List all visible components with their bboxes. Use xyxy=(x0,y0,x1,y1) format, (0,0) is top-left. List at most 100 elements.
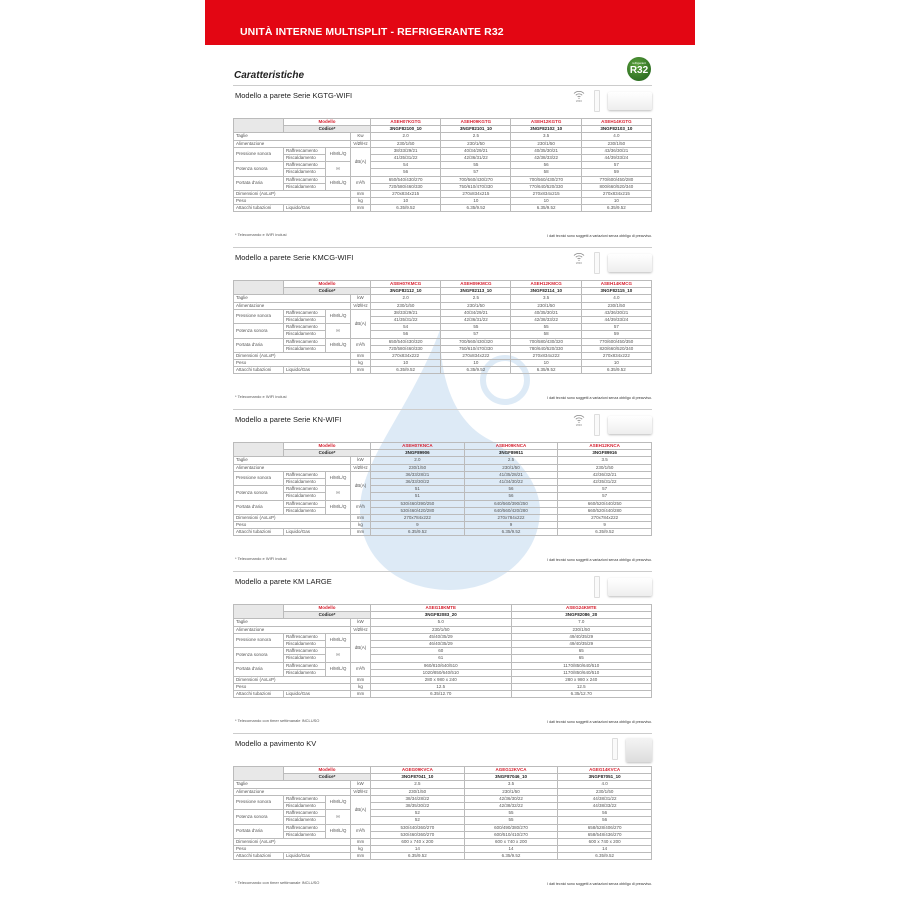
page-title: UNITÀ INTERNE MULTISPLIT - REFRIGERANTE … xyxy=(240,26,504,38)
spec-table: Modello ASEH07KGTG ASEH09KGTG ASEH12KGTG ASE… xyxy=(233,117,653,213)
table-row: Dimensioni (AxLxP) mm 270x784x222 270x784x2… xyxy=(233,513,652,523)
alim-value: 230/1/50 xyxy=(580,139,653,148)
table-row: Riscaldamento 56 57 58 59 xyxy=(234,168,653,177)
models-value: ASEH09KMCG xyxy=(440,279,512,289)
alimentazione-label: Alimentazione xyxy=(233,625,351,634)
pot_raff-value: 51 xyxy=(370,485,465,494)
spec-table: Modello ASEH07KNCA ASEH09KNCA ASEH12KNCA Cod… xyxy=(233,441,652,537)
attacchi-label: Attacchi tubazioni xyxy=(233,690,284,699)
wifi-icon: WIFI xyxy=(572,414,586,432)
unit-kw: kW xyxy=(349,294,372,303)
models-value: AGEG09KVCA xyxy=(370,765,465,775)
codes-value: 3NGF82083_20 xyxy=(370,611,512,620)
port_risc-value: 1020/850/640/510 xyxy=(370,668,512,677)
dim-value: 270x834x215 xyxy=(440,189,512,199)
pot_raff-value: 55 xyxy=(463,809,559,818)
unit-kg: kg xyxy=(349,683,372,692)
port_raff-value: 600/490/380/270 xyxy=(463,823,559,832)
table-row: Riscaldamento 720/580/460/330 750/610/470/… xyxy=(234,344,653,353)
pot_risc-value: 51 xyxy=(370,492,465,501)
remote-control-image xyxy=(594,252,600,274)
peso-value: 14 xyxy=(557,845,652,854)
table-row: Codice* 3NGF82112_10 3NGF82113_10 3NGF82114… xyxy=(234,287,653,296)
models-value: ASEH09KNCA xyxy=(463,441,559,451)
taglie-value: 7.0 xyxy=(510,618,652,627)
peso-value: 10 xyxy=(370,359,442,368)
table-row: Potenza sonora Raffrescamento H 54 55 56 57 xyxy=(233,161,653,177)
potenza-label: Potenza sonora xyxy=(233,485,284,501)
table-row: Modello ASEH07KMCG ASEH09KMCG ASEH12KMCG ASE… xyxy=(233,279,653,296)
unit-kw: Kw xyxy=(349,132,372,141)
press_raff-value: 38/33/29/21 xyxy=(370,146,442,155)
indoor-unit-image xyxy=(626,738,652,762)
mode-h: H xyxy=(325,647,351,663)
pot_raff-value: 54 xyxy=(370,323,442,332)
alim-value: 230/1/50 xyxy=(440,139,512,148)
table-row: Riscaldamento 1020/850/640/510 1170/850/64… xyxy=(234,668,652,677)
alim-value: 230/1/50 xyxy=(510,301,582,310)
taglie-value: 3.5 xyxy=(557,456,652,465)
dim-value: 600 x 740 x 200 xyxy=(557,837,652,847)
dim-value: 270x834x222 xyxy=(580,351,653,361)
liquido-gas-label: Liquido/Gas xyxy=(283,690,351,699)
section-title: Modello a parete Serie KMCG-WIFI xyxy=(235,253,354,262)
raff-label: Raffrescamento xyxy=(283,470,326,479)
r32-badge-label: R32 xyxy=(629,65,649,76)
press_raff-value: 44/38/31/22 xyxy=(557,794,652,803)
unit-kw: kW xyxy=(349,456,372,465)
risc-label: Riscaldamento xyxy=(283,168,326,177)
header-blank xyxy=(233,279,284,296)
press_risc-value: 44/39/33/24 xyxy=(580,315,653,325)
liquido-gas-label: Liquido/Gas xyxy=(283,366,351,375)
taglie-value: 2.0 xyxy=(370,294,442,303)
product-images: WIFI xyxy=(572,252,652,276)
mode-hmlq: H/M/L/Q xyxy=(325,308,351,325)
modello-label: Modello xyxy=(282,441,372,451)
potenza-label: Potenza sonora xyxy=(233,809,284,825)
remote-control-image xyxy=(612,738,618,760)
raff-label: Raffrescamento xyxy=(283,146,326,155)
port_raff-value: 770/600/450/280 xyxy=(580,175,653,184)
attacchi-value: 6.35/9.52 xyxy=(510,204,582,213)
section-heading: Caratteristiche xyxy=(234,70,305,81)
pressione-label: Pressione sonora xyxy=(233,632,284,649)
peso-label: Peso xyxy=(233,197,351,206)
taglie-value: 2.5 xyxy=(440,132,512,141)
attacchi-label: Attacchi tubazioni xyxy=(233,204,284,213)
attacchi-value: 6.35/9.52 xyxy=(463,528,559,537)
codes-value: 3NGF82100_10 xyxy=(370,125,442,134)
risc-label: Riscaldamento xyxy=(283,668,326,677)
codes-value: 3NGF87046_10 xyxy=(463,773,559,782)
spec-section: Modello a parete Serie KN-WIFI WIFI Modell… xyxy=(233,409,652,571)
raff-label: Raffrescamento xyxy=(283,661,326,670)
pot_risc-value: 56 xyxy=(370,330,442,339)
taglie-value: 4.0 xyxy=(580,294,653,303)
port_risc-value: 658/548/436/270 xyxy=(557,830,652,839)
raff-label: Raffrescamento xyxy=(283,647,326,656)
table-row: Riscaldamento 530/460/420/280 640/560/420/… xyxy=(234,506,652,515)
spec-section: Modello a parete Serie KMCG-WIFI WIFI Mode… xyxy=(233,247,653,409)
unit-kg: kg xyxy=(349,359,372,368)
unit-mm: mm xyxy=(349,852,372,861)
port_raff-value: 700/580/430/320 xyxy=(510,337,582,346)
table-row: Riscaldamento 51 56 57 xyxy=(234,492,652,501)
section-title: Modello a parete KM LARGE xyxy=(235,577,332,586)
risc-label: Riscaldamento xyxy=(283,654,326,663)
attacchi-value: 6.35/9.52 xyxy=(463,852,559,861)
unit-dba: dB(A) xyxy=(349,470,372,501)
press_risc-value: 41/35/31/22 xyxy=(370,315,442,325)
port_risc-value: 1170/850/640/510 xyxy=(510,668,652,677)
table-row: Peso kg 10 10 10 10 xyxy=(233,197,653,206)
port_raff-value: 650/540/430/270 xyxy=(370,175,442,184)
dim-value: 600 x 740 x 200 xyxy=(463,837,559,847)
models-value: ASEH07KGTG xyxy=(370,117,442,127)
models-value: ASEG18KMTE xyxy=(370,603,512,613)
pot_raff-value: 55 xyxy=(440,323,512,332)
press_raff-value: 36/33/28/21 xyxy=(370,470,465,479)
codes-value: 3NGF89906 xyxy=(370,449,465,458)
press_raff-value: 38/33/29/21 xyxy=(370,308,442,317)
alim-value: 230/1/50 xyxy=(510,139,582,148)
portata-label: Portata d'aria xyxy=(233,337,284,353)
taglie-value: 5.0 xyxy=(370,618,512,627)
header-blank xyxy=(233,603,284,620)
